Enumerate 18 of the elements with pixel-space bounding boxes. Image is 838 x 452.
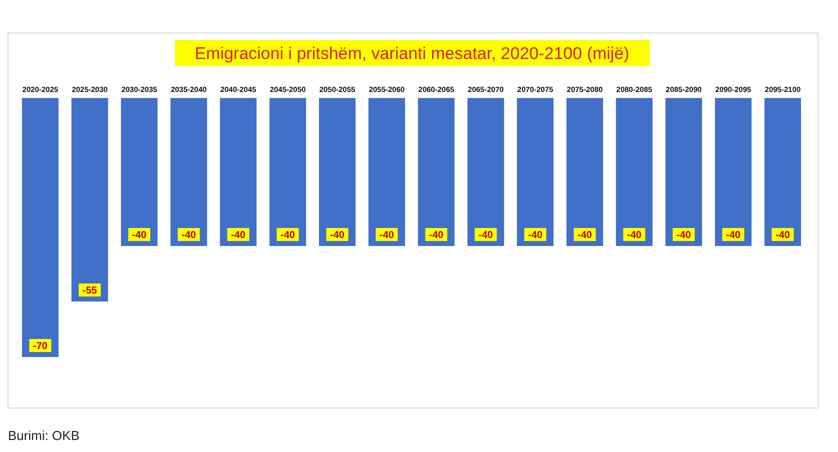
data-label: -40 [578, 230, 592, 241]
data-label: -40 [528, 230, 543, 241]
data-label: -40 [330, 230, 345, 241]
data-label: -40 [776, 230, 790, 241]
data-label: -55 [82, 286, 98, 296]
data-label: -40 [231, 230, 246, 241]
data-label: -40 [429, 230, 444, 241]
data-label: -40 [182, 230, 196, 241]
data-label: -40 [132, 230, 147, 241]
data-label: -40 [726, 230, 741, 241]
data-label: -70 [33, 341, 48, 352]
data-label: -40 [676, 230, 692, 241]
text: Burimi: OKB [8, 428, 80, 443]
data-label: -40 [380, 230, 394, 241]
data-label: -40 [478, 230, 494, 241]
chart-title: Emigracioni i pritshëm, varianti mesatar, 2020-2100 (mijë) [194, 44, 630, 63]
data-label: -40 [627, 230, 642, 241]
data-label: -40 [280, 230, 296, 241]
